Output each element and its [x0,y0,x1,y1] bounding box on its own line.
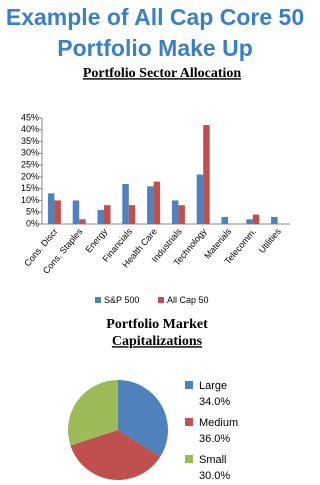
pie-slice [70,430,161,481]
legend-swatch [185,381,193,389]
legend-swatch [158,297,164,303]
bar [104,205,111,224]
y-tick-label: 10% [21,195,39,205]
bar-chart-title: Portfolio Sector Allocation [83,66,242,81]
y-tick-label: 25% [21,159,39,169]
bar [252,214,260,224]
bar [122,183,129,224]
y-tick-label: 5% [26,207,39,217]
legend-swatch [95,297,101,303]
pie-chart-title: Portfolio Market [106,317,208,332]
bar [221,216,228,224]
bar [246,219,253,224]
legend-label: Medium [199,417,238,429]
value-label: 36.0% [199,433,230,445]
value-label: 30.0% [199,470,230,482]
page: Example of All Cap Core 50 Portfolio Mak… [5,4,305,482]
bar [128,205,136,224]
bar [171,200,179,224]
legend-swatch [185,455,193,463]
bar [153,181,161,224]
pie-chart-title: Capitalizations [112,334,203,349]
y-tick-label: 15% [21,183,39,193]
bar [79,219,86,224]
bar [47,193,55,224]
y-tick-label: 0% [26,218,39,228]
bar [178,205,185,224]
pie-slice [68,380,118,446]
bar [196,174,204,224]
x-tick-label: Utilities [257,226,284,255]
bar [203,125,210,224]
legend-label: Large [199,380,227,392]
y-tick-label: 40% [21,124,39,134]
legend-label: All Cap 50 [167,295,209,305]
bar [147,186,154,224]
y-tick-label: 35% [21,136,39,146]
bar [97,209,104,224]
pie-slice [118,380,169,457]
legend-swatch [185,418,193,426]
bar [72,200,80,224]
y-tick-label: 45% [21,112,39,122]
legend-label: S&P 500 [104,295,139,305]
bar [271,216,278,224]
page-title: Example of All Cap Core 50 Portfolio Mak… [5,4,305,61]
legend-label: Small [199,454,227,466]
charts: Portfolio Sector Allocation Portfolio Ma… [21,66,290,482]
value-label: 34.0% [199,396,230,408]
y-tick-label: 30% [21,148,39,158]
y-tick-label: 20% [21,171,39,181]
bar [54,200,61,224]
